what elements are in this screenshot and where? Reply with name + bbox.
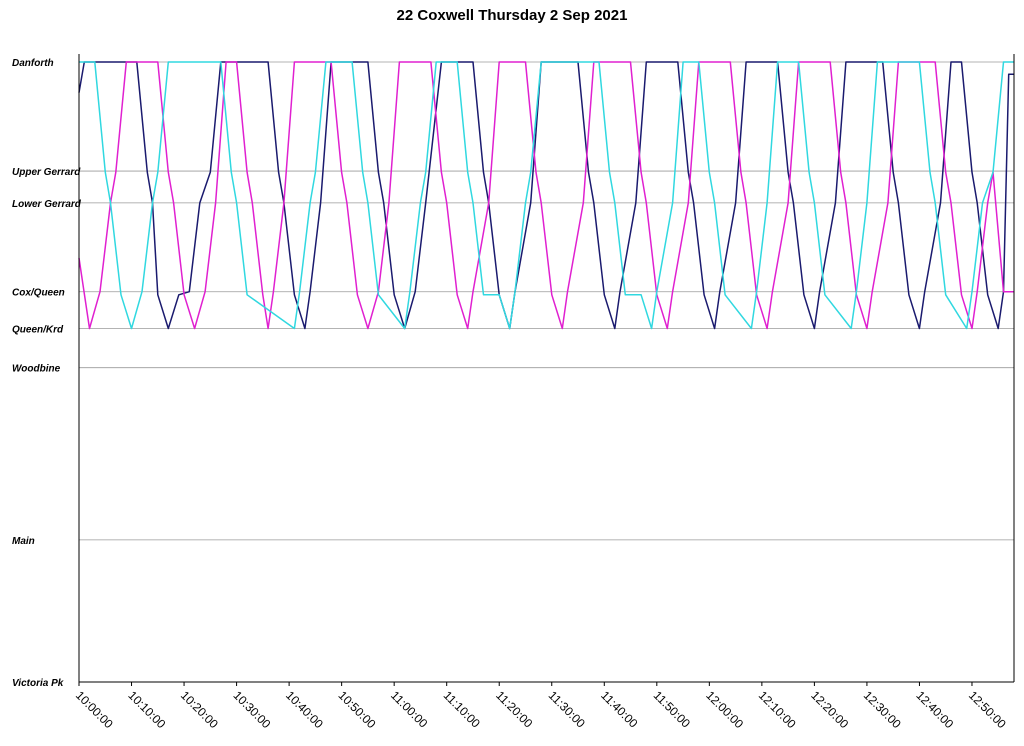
series-line-0 xyxy=(78,61,1014,330)
x-tick-label: 10:50:00 xyxy=(336,688,379,731)
x-tick-label: 11:50:00 xyxy=(651,688,694,731)
x-tick-label: 10:10:00 xyxy=(125,688,168,731)
x-tick-label: 12:50:00 xyxy=(966,688,1009,731)
y-tick-label: Queen/Krd xyxy=(12,325,64,336)
grid-layer xyxy=(79,61,1014,541)
chart-title: 22 Coxwell Thursday 2 Sep 2021 xyxy=(397,7,628,24)
y-tick-label: Upper Gerrard xyxy=(12,167,81,178)
x-tick-label: 12:10:00 xyxy=(756,688,799,731)
series-line-1 xyxy=(78,61,1014,330)
x-tick-label: 11:20:00 xyxy=(493,688,536,731)
y-tick-label: Cox/Queen xyxy=(12,288,65,299)
y-axis-labels: Danforth Upper Gerrard Lower Gerrard Cox/Qu… xyxy=(12,58,82,689)
y-tick-label: Victoria Pk xyxy=(12,678,64,689)
x-tick-label: 10:40:00 xyxy=(283,688,326,731)
x-tick-label: 11:00:00 xyxy=(388,688,431,731)
x-tick-label: 12:20:00 xyxy=(808,688,851,731)
series-layer xyxy=(78,61,1014,330)
y-tick-label: Main xyxy=(12,536,35,547)
x-tick-label: 11:40:00 xyxy=(598,688,641,731)
axis-layer xyxy=(78,54,1015,683)
x-tick-label: 10:00:00 xyxy=(73,688,116,731)
y-tick-label: Danforth xyxy=(12,58,54,69)
x-axis-labels: 10:00:00 10:10:00 10:20:00 10:30:00 10:40:00… xyxy=(73,682,1009,731)
x-tick-label: 12:00:00 xyxy=(703,688,746,731)
y-tick-label: Woodbine xyxy=(12,364,61,375)
x-tick-label: 11:10:00 xyxy=(441,688,484,731)
series-line-2 xyxy=(79,61,1014,330)
x-tick-label: 10:30:00 xyxy=(230,688,273,731)
x-tick-label: 12:40:00 xyxy=(913,688,956,731)
y-tick-label: Lower Gerrard xyxy=(12,199,82,210)
x-tick-label: 11:30:00 xyxy=(546,688,589,731)
x-tick-label: 12:30:00 xyxy=(861,688,904,731)
x-tick-label: 10:20:00 xyxy=(178,688,221,731)
